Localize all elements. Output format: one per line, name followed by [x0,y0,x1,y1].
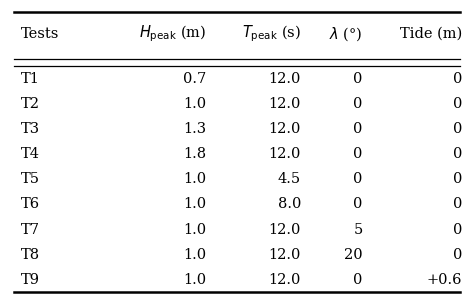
Text: Tide (m): Tide (m) [400,27,462,41]
Text: 0: 0 [353,197,363,211]
Text: 0: 0 [453,248,462,262]
Text: 0: 0 [353,172,363,186]
Text: 12.0: 12.0 [269,97,301,111]
Text: 1.0: 1.0 [183,273,206,287]
Text: 0: 0 [453,222,462,237]
Text: 0.7: 0.7 [183,72,206,86]
Text: 0: 0 [453,147,462,161]
Text: T5: T5 [21,172,40,186]
Text: 0: 0 [353,273,363,287]
Text: 1.0: 1.0 [183,197,206,211]
Text: 0: 0 [453,172,462,186]
Text: 1.3: 1.3 [183,122,206,136]
Text: T9: T9 [21,273,40,287]
Text: T7: T7 [21,222,40,237]
Text: T6: T6 [21,197,40,211]
Text: T1: T1 [21,72,40,86]
Text: 12.0: 12.0 [269,222,301,237]
Text: 1.0: 1.0 [183,222,206,237]
Text: 1.0: 1.0 [183,97,206,111]
Text: $H_{\mathrm{peak}}$ (m): $H_{\mathrm{peak}}$ (m) [139,24,206,44]
Text: Tests: Tests [21,27,60,41]
Text: 12.0: 12.0 [269,273,301,287]
Text: 12.0: 12.0 [269,147,301,161]
Text: 8.0: 8.0 [278,197,301,211]
Text: 0: 0 [453,97,462,111]
Text: 0: 0 [453,72,462,86]
Text: T3: T3 [21,122,40,136]
Text: 1.0: 1.0 [183,248,206,262]
Text: 20: 20 [344,248,363,262]
Text: 4.5: 4.5 [278,172,301,186]
Text: 0: 0 [453,197,462,211]
Text: 0: 0 [353,97,363,111]
Text: 0: 0 [353,147,363,161]
Text: $\lambda$ (°): $\lambda$ (°) [329,25,363,43]
Text: 0: 0 [453,122,462,136]
Text: 12.0: 12.0 [269,72,301,86]
Text: 12.0: 12.0 [269,122,301,136]
Text: +0.6: +0.6 [427,273,462,287]
Text: 1.8: 1.8 [183,147,206,161]
Text: T8: T8 [21,248,40,262]
Text: T4: T4 [21,147,40,161]
Text: 0: 0 [353,122,363,136]
Text: 0: 0 [353,72,363,86]
Text: 1.0: 1.0 [183,172,206,186]
Text: 12.0: 12.0 [269,248,301,262]
Text: 5: 5 [353,222,363,237]
Text: T2: T2 [21,97,40,111]
Text: $T_{\mathrm{peak}}$ (s): $T_{\mathrm{peak}}$ (s) [242,24,301,44]
